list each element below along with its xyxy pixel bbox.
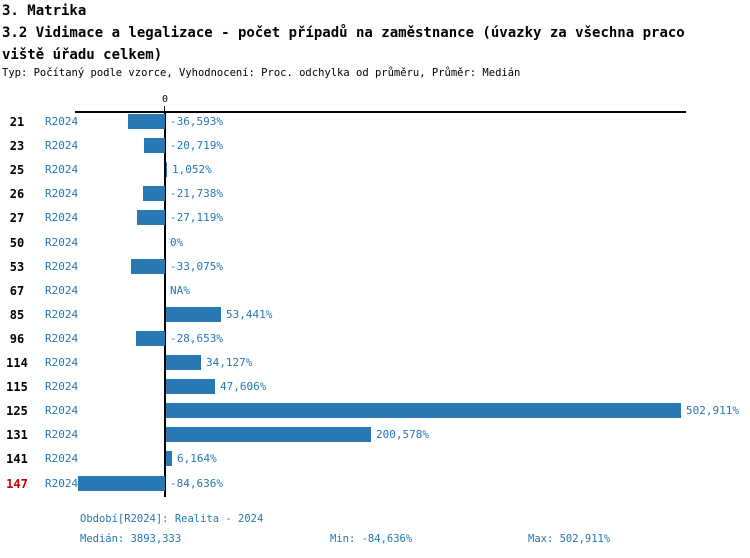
row-number: 53 <box>9 260 25 274</box>
x-axis-line <box>75 111 686 113</box>
row-period-label: R2024 <box>45 139 79 152</box>
value-label: 1,052% <box>172 163 212 176</box>
row-period-label: R2024 <box>45 380 79 393</box>
row-period-label: R2024 <box>45 236 79 249</box>
row-period-label: R2024 <box>45 260 79 273</box>
value-label: 200,578% <box>376 428 429 441</box>
section-title: 3. Matrika <box>2 3 87 19</box>
value-bar <box>137 210 165 225</box>
value-bar <box>166 162 167 177</box>
row-number: 96 <box>9 332 25 346</box>
row-period-label: R2024 <box>45 332 79 345</box>
row-period-label: R2024 <box>45 163 79 176</box>
row-period-label: R2024 <box>45 308 79 321</box>
footer-max: Max: 502,911% <box>528 533 611 545</box>
row-number: 131 <box>6 428 28 442</box>
row-number: 25 <box>9 163 25 177</box>
value-bar <box>166 379 215 394</box>
row-number: 85 <box>9 308 25 322</box>
report-title-line2: viště úřadu celkem) <box>2 47 163 63</box>
row-period-label: R2024 <box>45 404 79 417</box>
value-bar <box>166 427 371 442</box>
axis-zero-tick-mark <box>164 106 165 112</box>
row-period-label: R2024 <box>45 428 79 441</box>
row-number: 23 <box>9 139 25 153</box>
value-bar <box>128 114 165 129</box>
value-label: -27,119% <box>170 211 223 224</box>
zero-baseline <box>164 111 166 497</box>
value-bar <box>166 307 221 322</box>
row-period-label: R2024 <box>45 284 79 297</box>
chart-meta-line: Typ: Počítaný podle vzorce, Vyhodnocení:… <box>2 67 521 79</box>
value-bar <box>166 355 201 370</box>
footer-period: Období[R2024]: Realita - 2024 <box>80 513 264 525</box>
value-label: NA% <box>170 284 190 297</box>
row-number: 50 <box>9 236 25 250</box>
value-bar <box>166 403 681 418</box>
row-number: 141 <box>6 452 28 466</box>
report-title-line1: 3.2 Vidimace a legalizace - počet případ… <box>2 25 685 41</box>
value-bar <box>131 259 165 274</box>
value-label: 6,164% <box>177 452 217 465</box>
row-period-label: R2024 <box>45 211 79 224</box>
value-label: -84,636% <box>170 477 223 490</box>
value-label: -28,653% <box>170 332 223 345</box>
footer-min: Min: -84,636% <box>330 533 413 545</box>
footer-median: Medián: 3893,333 <box>80 533 182 545</box>
value-label: -33,075% <box>170 260 223 273</box>
value-label: 53,441% <box>226 308 273 321</box>
row-period-label: R2024 <box>45 187 79 200</box>
value-bar <box>166 451 172 466</box>
value-label: -21,738% <box>170 187 223 200</box>
value-label: 0% <box>170 236 184 249</box>
row-number: 114 <box>6 356 28 370</box>
row-period-label: R2024 <box>45 452 79 465</box>
value-label: 34,127% <box>206 356 253 369</box>
value-bar <box>143 186 165 201</box>
axis-zero-tick-label: 0 <box>161 94 169 105</box>
row-period-label: R2024 <box>45 356 79 369</box>
value-bar <box>136 331 165 346</box>
value-label: 502,911% <box>686 404 739 417</box>
row-number: 115 <box>6 380 28 394</box>
row-number: 125 <box>6 404 28 418</box>
row-number: 26 <box>9 187 25 201</box>
row-period-label: R2024 <box>45 477 79 490</box>
row-number: 21 <box>9 115 25 129</box>
row-period-label: R2024 <box>45 115 79 128</box>
row-number: 147 <box>6 477 28 491</box>
value-label: -20,719% <box>170 139 223 152</box>
row-number: 67 <box>9 284 25 298</box>
row-number: 27 <box>9 211 25 225</box>
value-bar <box>144 138 165 153</box>
value-bar <box>78 476 165 491</box>
value-label: -36,593% <box>170 115 223 128</box>
value-label: 47,606% <box>220 380 267 393</box>
